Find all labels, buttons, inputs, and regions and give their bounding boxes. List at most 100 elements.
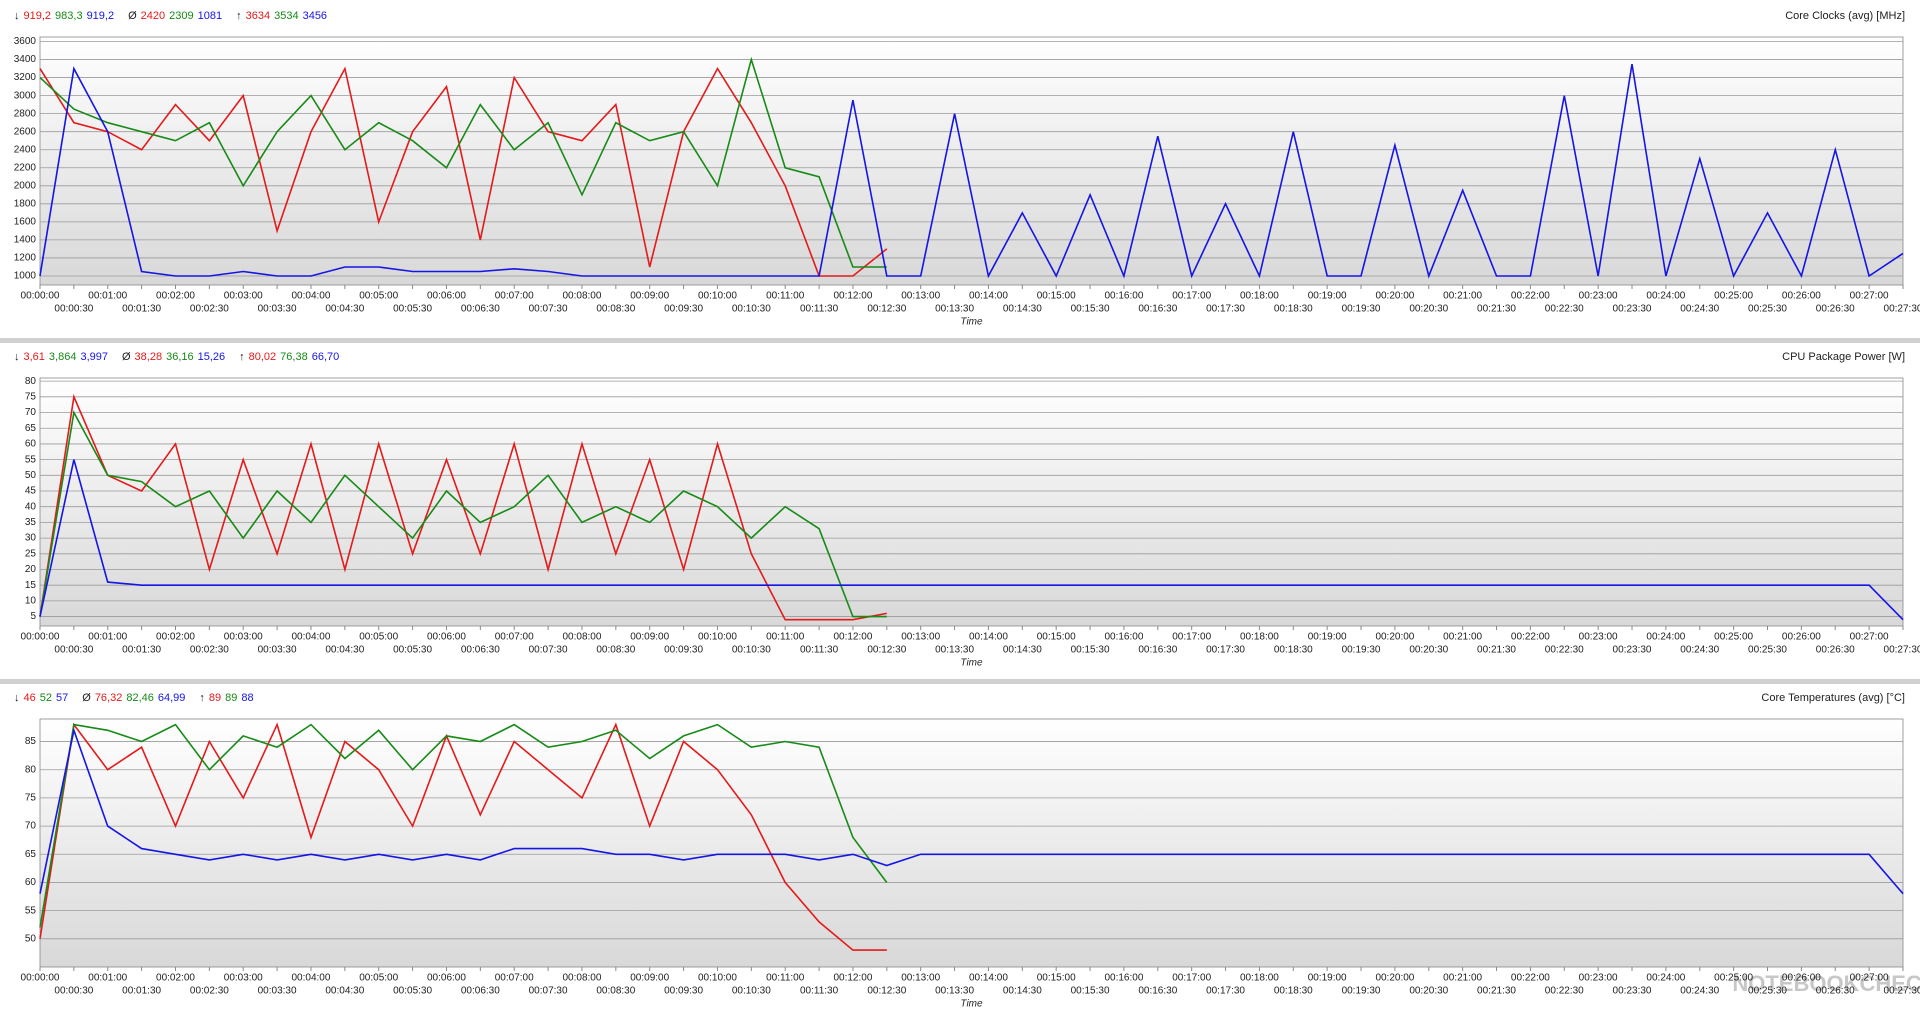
x-tick-label: 00:24:00 bbox=[1646, 973, 1685, 984]
x-tick-label: 00:16:00 bbox=[1104, 291, 1143, 302]
x-tick-label: 00:22:00 bbox=[1511, 973, 1550, 984]
y-tick-label: 60 bbox=[25, 439, 37, 450]
x-tick-label: 00:20:00 bbox=[1375, 291, 1414, 302]
x-tick-label: 00:05:30 bbox=[393, 645, 432, 656]
x-tick-label: 00:14:00 bbox=[969, 291, 1008, 302]
x-tick-label: 00:15:00 bbox=[1037, 973, 1076, 984]
y-tick-label: 3400 bbox=[14, 54, 37, 65]
stat-symbol: ↑ bbox=[239, 351, 245, 363]
x-tick-label: 00:27:30 bbox=[1884, 645, 1920, 656]
y-tick-label: 1000 bbox=[14, 271, 37, 282]
x-tick-label: 00:12:00 bbox=[833, 632, 872, 643]
x-tick-label: 00:21:30 bbox=[1477, 645, 1516, 656]
y-tick-label: 2200 bbox=[14, 162, 37, 173]
stat-value: 52 bbox=[40, 692, 52, 704]
x-tick-label: 00:17:00 bbox=[1172, 973, 1211, 984]
stat-value: 89 bbox=[225, 692, 237, 704]
x-tick-label: 00:07:00 bbox=[495, 973, 534, 984]
x-tick-label: 00:16:00 bbox=[1104, 973, 1143, 984]
stat-value: 80,02 bbox=[249, 351, 277, 363]
y-tick-label: 85 bbox=[25, 736, 37, 747]
x-tick-label: 00:19:30 bbox=[1342, 645, 1381, 656]
x-tick-label: 00:11:00 bbox=[766, 632, 805, 643]
x-tick-label: 00:09:30 bbox=[664, 645, 703, 656]
x-tick-label: 00:10:00 bbox=[698, 632, 737, 643]
x-tick-label: 00:21:30 bbox=[1477, 304, 1516, 315]
x-tick-label: 00:11:30 bbox=[800, 645, 839, 656]
x-tick-label: 00:03:00 bbox=[224, 291, 263, 302]
plot-area bbox=[39, 36, 1904, 286]
stat-symbol: Ø bbox=[128, 10, 137, 22]
x-tick-label: 00:14:30 bbox=[1003, 304, 1042, 315]
x-tick-label: 00:12:30 bbox=[867, 645, 906, 656]
x-tick-label: 00:16:30 bbox=[1138, 645, 1177, 656]
y-tick-label: 65 bbox=[25, 423, 37, 434]
x-tick-label: 00:16:30 bbox=[1138, 304, 1177, 315]
x-tick-label: 00:20:00 bbox=[1375, 632, 1414, 643]
stat-value: 3,864 bbox=[49, 351, 77, 363]
series-line bbox=[39, 722, 887, 951]
panel: 1000 1200 1400 1600 1800 2000 2200 2400 2600 2800… bbox=[14, 10, 1920, 328]
x-tick-label: 00:06:30 bbox=[461, 304, 500, 315]
x-tick-label: 00:06:00 bbox=[427, 291, 466, 302]
y-tick-label: 55 bbox=[25, 454, 37, 465]
x-tick-label: 00:19:30 bbox=[1342, 304, 1381, 315]
y-tick-label: 45 bbox=[25, 486, 37, 497]
y-tick-label: 10 bbox=[25, 596, 37, 607]
y-tick-label: 50 bbox=[25, 933, 37, 944]
x-tick-label: 00:01:00 bbox=[88, 973, 127, 984]
stat-value: 919,2 bbox=[87, 10, 115, 22]
x-tick-label: 00:05:00 bbox=[359, 291, 398, 302]
x-tick-label: 00:07:00 bbox=[495, 632, 534, 643]
x-tick-label: 00:26:00 bbox=[1782, 291, 1821, 302]
x-tick-label: 00:24:00 bbox=[1646, 291, 1685, 302]
stat-symbol: ↓ bbox=[14, 10, 20, 22]
stat-value: 36,16 bbox=[166, 351, 194, 363]
x-tick-label: 00:21:00 bbox=[1443, 973, 1482, 984]
y-tick-label: 40 bbox=[25, 501, 37, 512]
x-tick-label: 00:26:30 bbox=[1816, 645, 1855, 656]
stat-symbol: Ø bbox=[122, 351, 131, 363]
stat-value: 38,28 bbox=[135, 351, 163, 363]
y-tick-label: 3000 bbox=[14, 90, 37, 101]
x-tick-label: 00:00:00 bbox=[21, 973, 60, 984]
x-tick-label: 00:15:30 bbox=[1071, 645, 1110, 656]
x-tick-label: 00:03:00 bbox=[224, 973, 263, 984]
x-tick-label: 00:21:30 bbox=[1477, 986, 1516, 997]
stat-value: 3,997 bbox=[80, 351, 108, 363]
stat-symbol: ↑ bbox=[236, 10, 242, 22]
y-tick-label: 80 bbox=[25, 376, 37, 387]
x-tick-label: 00:10:30 bbox=[732, 304, 771, 315]
x-tick-label: 00:10:00 bbox=[698, 291, 737, 302]
x-tick-label: 00:12:00 bbox=[833, 973, 872, 984]
y-tick-label: 5 bbox=[30, 611, 36, 622]
stat-value: 1081 bbox=[198, 10, 222, 22]
y-tick-label: 1400 bbox=[14, 235, 37, 246]
x-tick-label: 00:13:00 bbox=[901, 291, 940, 302]
x-tick-label: 00:25:00 bbox=[1714, 632, 1753, 643]
x-tick-label: 00:04:00 bbox=[292, 291, 331, 302]
x-tick-label: 00:17:30 bbox=[1206, 645, 1245, 656]
chart-title: CPU Package Power [W] bbox=[1782, 351, 1905, 363]
x-tick-label: 00:15:30 bbox=[1071, 986, 1110, 997]
x-tick-label: 00:07:30 bbox=[529, 304, 568, 315]
stat-value: 82,46 bbox=[126, 692, 154, 704]
x-tick-label: 00:16:30 bbox=[1138, 986, 1177, 997]
stat-value: 983,3 bbox=[55, 10, 83, 22]
x-tick-label: 00:23:00 bbox=[1579, 632, 1618, 643]
x-tick-label: 00:00:30 bbox=[54, 986, 93, 997]
x-tick-label: 00:22:00 bbox=[1511, 291, 1550, 302]
x-tick-label: 00:08:30 bbox=[596, 645, 635, 656]
x-tick-label: 00:11:00 bbox=[766, 973, 805, 984]
x-tick-label: 00:11:30 bbox=[800, 986, 839, 997]
x-tick-label: 00:04:30 bbox=[325, 986, 364, 997]
x-tick-label: 00:24:30 bbox=[1680, 304, 1719, 315]
x-tick-label: 00:10:00 bbox=[698, 973, 737, 984]
x-tick-label: 00:10:30 bbox=[732, 986, 771, 997]
x-tick-label: 00:25:00 bbox=[1714, 291, 1753, 302]
x-tick-label: 00:09:30 bbox=[664, 304, 703, 315]
x-tick-label: 00:15:00 bbox=[1037, 291, 1076, 302]
x-tick-label: 00:12:30 bbox=[867, 304, 906, 315]
x-tick-label: 00:13:30 bbox=[935, 986, 974, 997]
